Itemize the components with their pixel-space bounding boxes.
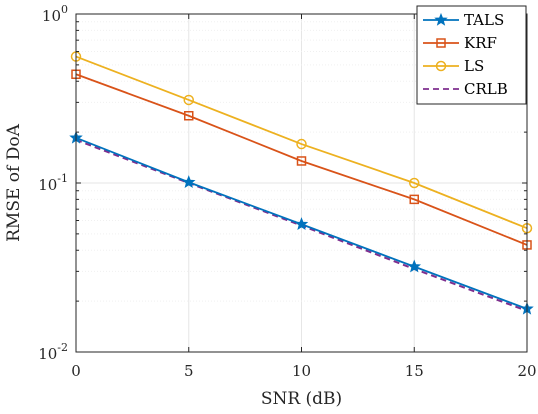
series-line-ls (75, 55, 528, 230)
legend-marker-ls (435, 60, 447, 72)
legend-label-krf: KRF (464, 34, 497, 52)
y-axis-label: RMSE of DoA (4, 123, 24, 241)
data-point-krf (184, 110, 194, 121)
data-point-tals (181, 175, 196, 189)
legend-label-crlb: CRLB (464, 80, 508, 98)
series-group (69, 51, 534, 315)
data-point-ls (409, 177, 420, 189)
data-point-tals (407, 259, 422, 273)
x-tick-label: 0 (71, 362, 81, 380)
x-tick-label: 15 (405, 362, 424, 380)
series-line-krf (75, 73, 528, 246)
legend-box (416, 5, 527, 105)
data-point-tals (294, 217, 309, 230)
legend-label-tals: TALS (464, 11, 504, 29)
x-tick-label: 5 (184, 362, 194, 380)
legend-marker-krf (436, 38, 446, 48)
x-axis-label: SNR (dB) (261, 389, 342, 409)
y-tick-label: 10-1 (38, 172, 68, 194)
y-tick-label: 100 (42, 3, 68, 25)
data-point-ls (183, 94, 194, 106)
data-point-ls (296, 138, 307, 150)
legend: TALS KRF LS CRLB (416, 5, 527, 105)
x-tick-label: 10 (292, 362, 311, 380)
legend-label-ls: LS (464, 57, 484, 75)
y-tick-label: 10-2 (38, 341, 68, 363)
axis-ticks: 0 5 10 15 20 100 10-1 10-2 (38, 3, 536, 380)
legend-marker-tals (434, 12, 448, 26)
data-point-krf (296, 156, 307, 166)
x-tick-label: 20 (517, 362, 536, 380)
data-point-krf (409, 194, 419, 205)
